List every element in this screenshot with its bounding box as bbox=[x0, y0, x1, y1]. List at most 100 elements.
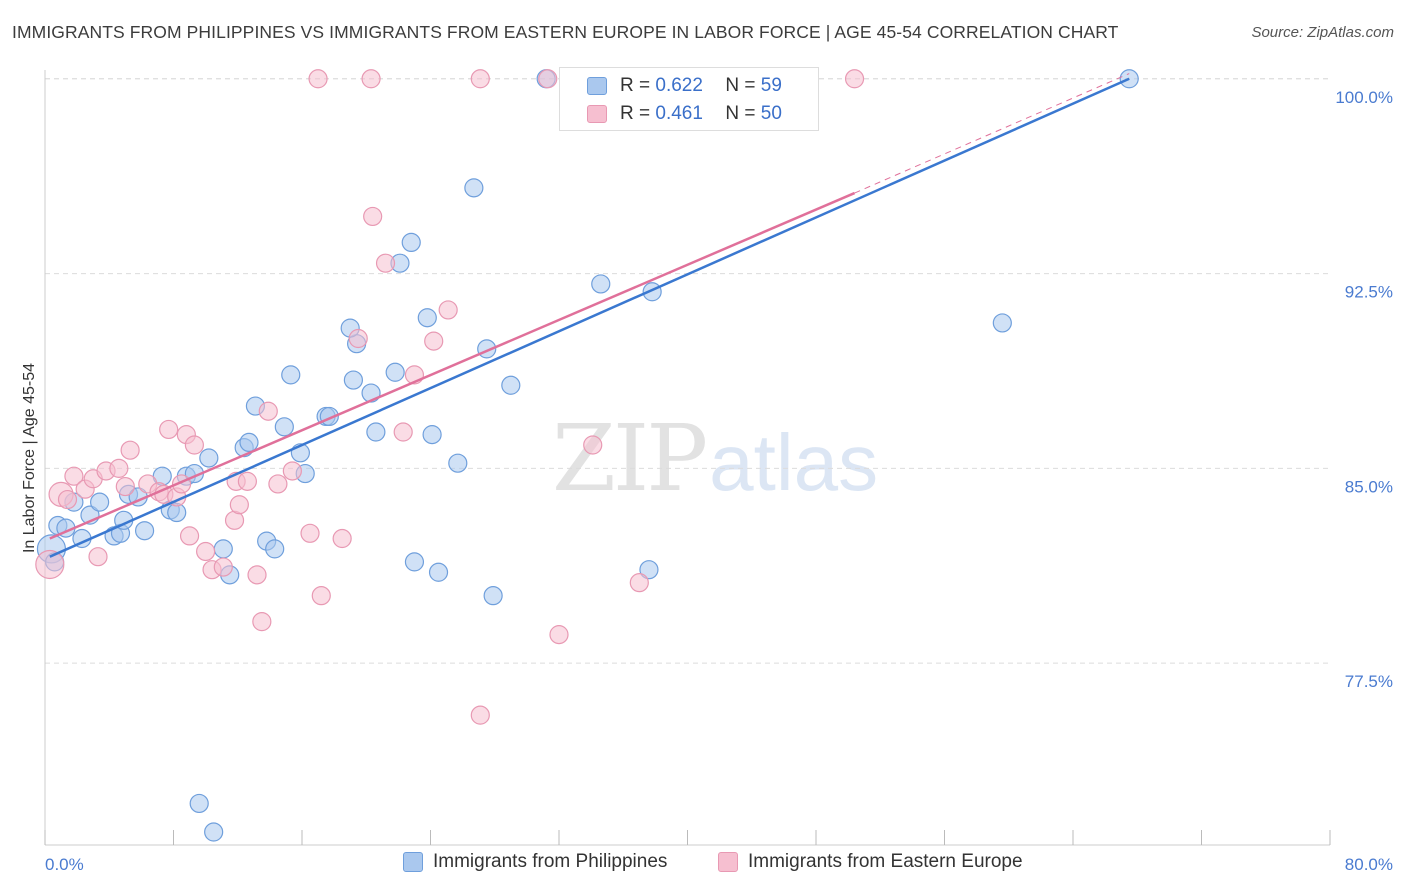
x-ticks bbox=[44, 830, 1331, 845]
y-tick-label: 77.5% bbox=[1345, 672, 1393, 691]
legend-r-value-eastern-europe: 0.461 bbox=[655, 103, 703, 124]
eastern-europe-point bbox=[213, 557, 233, 577]
philippines-point bbox=[199, 448, 219, 468]
eastern-europe-trend-line bbox=[49, 191, 856, 540]
eastern-europe-point bbox=[629, 573, 649, 593]
y-tick-label: 100.0% bbox=[1335, 88, 1393, 107]
eastern-europe-point bbox=[424, 331, 444, 351]
bottom-legend-swatch-eastern-europe bbox=[718, 852, 738, 872]
philippines-point bbox=[428, 562, 449, 582]
eastern-europe-point bbox=[348, 328, 368, 349]
philippines-point bbox=[591, 274, 611, 294]
philippines-point bbox=[90, 492, 110, 512]
x-tick-label-min: 0.0% bbox=[45, 855, 84, 874]
eastern-europe-point bbox=[470, 69, 490, 89]
eastern-europe-point bbox=[332, 528, 352, 549]
eastern-europe-point bbox=[844, 69, 865, 89]
philippines-point bbox=[239, 432, 259, 453]
philippines-point bbox=[343, 370, 363, 390]
philippines-point bbox=[189, 793, 209, 814]
eastern-europe-point bbox=[438, 300, 458, 320]
philippines-point bbox=[639, 560, 659, 580]
philippines-point bbox=[501, 375, 521, 395]
watermark-zip: ZIP bbox=[552, 405, 708, 512]
eastern-europe-point bbox=[268, 474, 288, 494]
x-tick-label-max: 80.0% bbox=[1345, 855, 1393, 874]
legend-n-label: N = bbox=[725, 75, 756, 96]
philippines-point bbox=[204, 822, 224, 842]
philippines-point bbox=[992, 313, 1012, 333]
chart-title: IMMIGRANTS FROM PHILIPPINES VS IMMIGRANT… bbox=[12, 22, 1119, 42]
bottom-legend-swatch-philippines bbox=[403, 852, 423, 872]
eastern-europe-point bbox=[282, 461, 302, 481]
legend-row-philippines: R = 0.622 N = 59 bbox=[560, 72, 782, 100]
legend-swatch-eastern-europe bbox=[587, 105, 607, 123]
philippines-point bbox=[401, 232, 421, 253]
eastern-europe-point bbox=[115, 476, 135, 497]
y-tick-labels: 77.5% 85.0% 92.5% 100.0% bbox=[1335, 88, 1393, 691]
eastern-europe-point bbox=[179, 526, 200, 546]
y-tick-label: 85.0% bbox=[1345, 477, 1393, 496]
philippines-point bbox=[417, 308, 437, 328]
correlation-legend: R = 0.622 N = 59 R = 0.461 N = 50 bbox=[559, 67, 819, 131]
eastern-europe-point bbox=[375, 253, 396, 273]
legend-r-value-philippines: 0.622 bbox=[655, 75, 703, 96]
legend-r-label: R = bbox=[620, 103, 651, 124]
legend-n-value-eastern-europe: 50 bbox=[760, 103, 782, 124]
philippines-point bbox=[213, 539, 233, 559]
eastern-europe-point bbox=[196, 541, 216, 562]
eastern-europe-trend-extension bbox=[854, 73, 1130, 194]
eastern-europe-point bbox=[57, 489, 78, 510]
philippines-point bbox=[404, 552, 425, 572]
y-axis-label: In Labor Force | Age 45-54 bbox=[21, 363, 38, 553]
bottom-legend-philippines: Immigrants from Philippines bbox=[403, 851, 667, 873]
philippines-point bbox=[422, 425, 442, 445]
eastern-europe-point bbox=[88, 547, 108, 567]
eastern-europe-point bbox=[538, 69, 558, 89]
eastern-europe-point bbox=[184, 435, 204, 455]
eastern-europe-point bbox=[120, 440, 140, 460]
series-philippines-points bbox=[36, 69, 1139, 842]
eastern-europe-point bbox=[363, 206, 383, 227]
philippines-trend-line bbox=[49, 77, 1130, 558]
bottom-legend-label-philippines: Immigrants from Philippines bbox=[433, 851, 668, 872]
eastern-europe-point bbox=[300, 523, 320, 543]
eastern-europe-point bbox=[237, 471, 257, 491]
source-label: Source: ZipAtlas.com bbox=[1251, 24, 1394, 41]
bottom-legend-eastern-europe: Immigrants from Eastern Europe bbox=[718, 851, 1023, 873]
philippines-point bbox=[134, 521, 155, 541]
philippines-point bbox=[265, 539, 285, 559]
eastern-europe-point bbox=[311, 586, 331, 606]
eastern-europe-point bbox=[64, 466, 84, 486]
trend-lines bbox=[49, 73, 1130, 558]
eastern-europe-point bbox=[361, 69, 381, 89]
legend-row-eastern-europe: R = 0.461 N = 50 bbox=[560, 100, 782, 128]
y-tick-label: 92.5% bbox=[1345, 283, 1393, 302]
philippines-point bbox=[281, 365, 301, 385]
legend-swatch-philippines bbox=[587, 77, 607, 95]
eastern-europe-point bbox=[109, 458, 129, 478]
eastern-europe-point bbox=[470, 705, 490, 725]
series-eastern-europe-points bbox=[35, 69, 865, 725]
philippines-point bbox=[448, 453, 468, 473]
legend-r-label: R = bbox=[620, 75, 651, 96]
legend-n-label: N = bbox=[725, 103, 756, 124]
legend-n-value-philippines: 59 bbox=[760, 75, 782, 96]
eastern-europe-point bbox=[549, 625, 569, 645]
philippines-point bbox=[274, 417, 294, 437]
watermark: ZIPatlas bbox=[552, 405, 878, 512]
eastern-europe-point bbox=[258, 401, 278, 421]
eastern-europe-point bbox=[252, 612, 272, 632]
philippines-point bbox=[464, 178, 484, 198]
bottom-legend-label-eastern-europe: Immigrants from Eastern Europe bbox=[748, 851, 1023, 872]
philippines-point bbox=[385, 362, 405, 382]
watermark-atlas: atlas bbox=[709, 418, 879, 507]
eastern-europe-point bbox=[35, 549, 65, 580]
eastern-europe-point bbox=[583, 435, 603, 455]
philippines-point bbox=[366, 422, 386, 442]
eastern-europe-point bbox=[159, 419, 179, 440]
eastern-europe-point bbox=[229, 495, 249, 515]
philippines-point bbox=[483, 586, 503, 606]
eastern-europe-point bbox=[308, 69, 328, 89]
